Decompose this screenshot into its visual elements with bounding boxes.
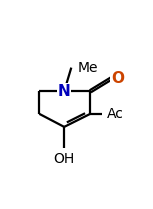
Text: N: N <box>58 84 71 99</box>
Text: OH: OH <box>54 152 75 166</box>
Text: Me: Me <box>77 61 98 75</box>
Text: Ac: Ac <box>107 107 124 121</box>
Text: O: O <box>111 71 124 86</box>
